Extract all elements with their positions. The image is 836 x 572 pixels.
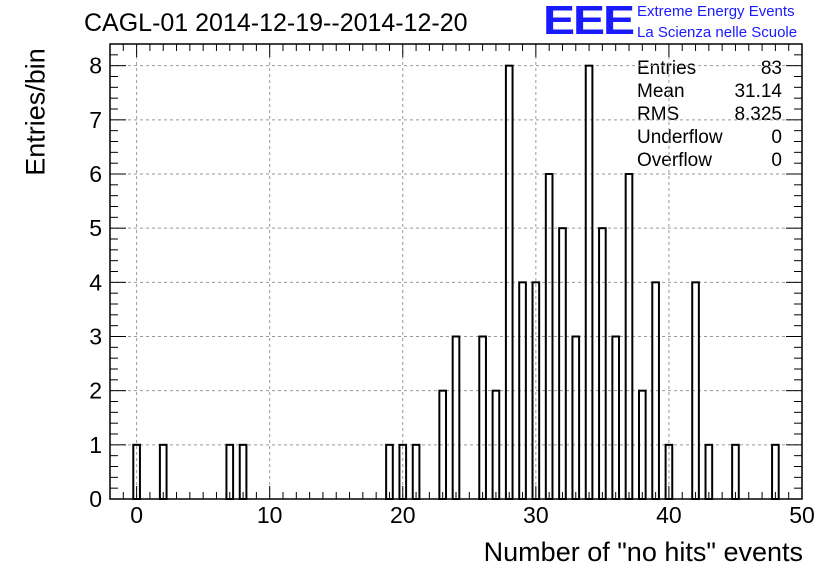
y-tick-label: 0	[89, 486, 102, 512]
stat-value: 0	[771, 150, 782, 171]
histogram-bar	[518, 281, 527, 501]
histogram-bar	[584, 64, 594, 501]
histogram-bar	[651, 281, 660, 501]
x-tick-label: 20	[390, 502, 416, 528]
stat-row-overflow: Overflow 0	[637, 149, 782, 172]
histogram-bar	[598, 227, 607, 501]
y-tick-label: 7	[89, 107, 102, 133]
histogram-bar	[611, 335, 621, 500]
stat-label: Entries	[637, 58, 697, 79]
histogram-bar	[451, 335, 461, 500]
histogram-bar	[158, 443, 168, 501]
histogram-bar	[731, 443, 740, 501]
histogram-bar	[478, 335, 487, 500]
x-tick-label: 40	[656, 502, 682, 528]
histogram-bar	[771, 443, 780, 501]
histogram-bar	[385, 443, 394, 501]
chart-title: CAGL-01 2014-12-19--2014-12-20	[84, 9, 468, 37]
x-tick-label: 10	[257, 502, 283, 528]
histogram-bar	[704, 443, 714, 501]
histogram-bar	[225, 443, 235, 501]
y-tick-label: 5	[89, 215, 102, 241]
histogram-bar	[691, 281, 700, 501]
histogram-bar	[411, 443, 421, 501]
logo-text-line2: La Scienza nelle Scuole	[637, 24, 798, 41]
stat-value: 0	[771, 127, 782, 148]
y-tick-label: 8	[89, 53, 102, 79]
stat-label: Mean	[637, 81, 685, 102]
stat-label: Overflow	[637, 150, 712, 171]
histogram-bar	[238, 443, 248, 501]
x-tick-label: 50	[789, 502, 815, 528]
logo-text-line1: Extreme Energy Events	[637, 3, 795, 20]
histogram-bar	[637, 389, 647, 500]
stat-row-mean: Mean 31.14	[637, 80, 782, 103]
stat-row-entries: Entries 83	[637, 57, 782, 80]
histogram-bar	[504, 64, 514, 501]
x-axis-label: Number of "no hits" events	[483, 537, 803, 567]
eee-logo: EEE	[543, 0, 635, 44]
x-tick-label: 0	[130, 502, 143, 528]
y-tick-label: 4	[89, 269, 102, 295]
histogram-bar	[571, 335, 581, 500]
y-tick-label: 2	[89, 378, 102, 404]
x-tick-label: 30	[523, 502, 549, 528]
y-tick-label: 1	[89, 432, 102, 458]
histogram-bar	[558, 227, 567, 501]
y-tick-label: 3	[89, 324, 102, 350]
stat-row-underflow: Underflow 0	[637, 126, 782, 149]
stat-value: 31.14	[734, 81, 782, 102]
y-tick-label: 6	[89, 161, 102, 187]
stat-value: 83	[760, 58, 782, 79]
stat-label: Underflow	[637, 127, 723, 148]
